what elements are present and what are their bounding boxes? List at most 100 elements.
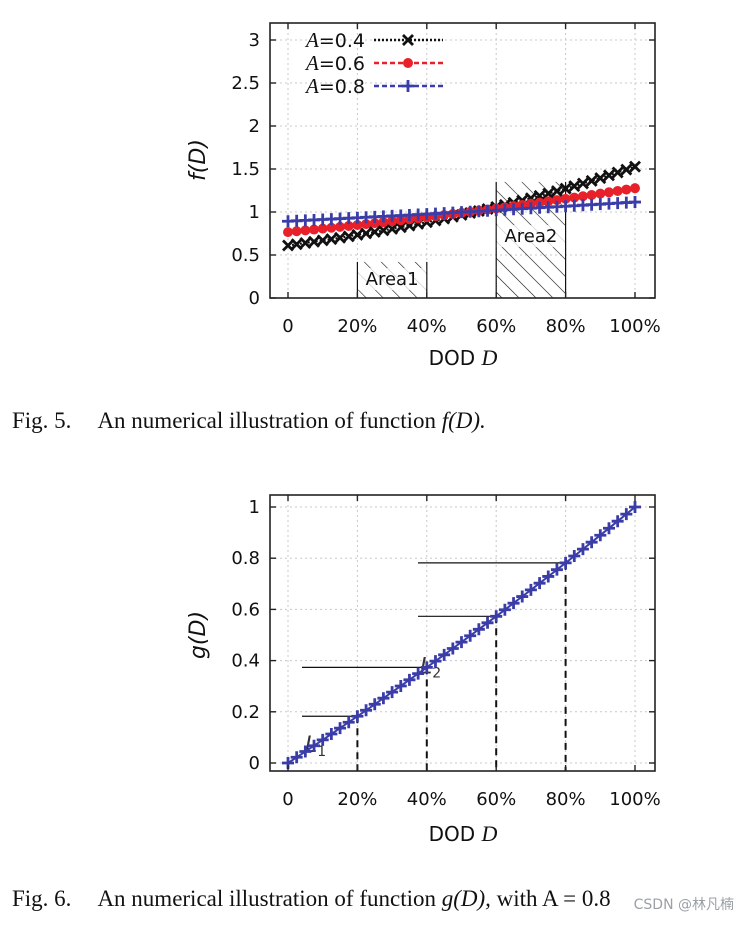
- legend-marker: [403, 58, 413, 68]
- data-point: [568, 180, 581, 193]
- data-point: [630, 183, 640, 194]
- data-point: [360, 704, 373, 717]
- data-point: [464, 629, 477, 642]
- fig6-y-tick-label: 1: [249, 497, 260, 518]
- data-point: [377, 224, 390, 237]
- plot-frame: [269, 494, 656, 772]
- plot-area: [270, 23, 655, 298]
- data-point: [377, 692, 390, 705]
- fig6-x-tick-label: 40%: [407, 789, 447, 810]
- data-point: [309, 224, 320, 235]
- legend-label: A=0.8: [304, 74, 365, 98]
- data-point: [560, 193, 571, 204]
- data-point: [283, 227, 293, 238]
- fig6-x-axis-label: DOD D: [429, 821, 498, 846]
- data-point: [542, 570, 555, 583]
- fig5-y-tick-label: 1: [249, 202, 260, 223]
- figure-6-caption-text: An numerical illustration of function: [97, 886, 436, 911]
- figure-5-caption: Fig. 5. An numerical illustration of func…: [12, 408, 486, 434]
- data-point: [368, 698, 381, 711]
- fig6-x-tick-label: 0: [282, 789, 293, 810]
- data-point: [335, 221, 346, 232]
- data-point: [542, 187, 555, 200]
- data-point: [559, 182, 572, 195]
- fig5-y-tick-label: 3: [249, 30, 260, 51]
- data-point: [595, 188, 606, 199]
- fig5-x-tick-label: 80%: [546, 316, 586, 337]
- fig5-y-axis-label: f(D): [186, 139, 211, 181]
- data-point: [325, 233, 338, 246]
- data-point: [308, 739, 321, 752]
- figure-6-caption-function: g(D),: [441, 886, 491, 911]
- data-point: [569, 192, 580, 203]
- fig6-y-tick-label: 0.4: [231, 651, 260, 672]
- fig5-y-tick-label: 0.5: [231, 245, 260, 266]
- data-point: [438, 648, 451, 661]
- data-point: [446, 642, 459, 655]
- data-point: [516, 590, 529, 603]
- fig5-x-axis-label: DOD D: [429, 345, 498, 370]
- data-point: [299, 745, 312, 758]
- data-point: [351, 228, 364, 241]
- legend-marker: [402, 80, 414, 92]
- fig5-x-tick-label: 60%: [476, 316, 516, 337]
- data-point: [342, 716, 355, 729]
- fig5-y-tick-label: 2: [249, 116, 260, 137]
- data-point: [420, 661, 433, 674]
- fig6-y-tick-label: 0.2: [231, 702, 260, 723]
- data-point: [551, 195, 562, 206]
- data-point: [481, 616, 494, 629]
- data-point: [585, 174, 598, 187]
- data-point: [577, 191, 588, 202]
- fig6-x-tick-label: 60%: [476, 789, 516, 810]
- data-point: [507, 597, 520, 610]
- data-point: [576, 177, 589, 190]
- data-point: [343, 220, 354, 231]
- data-point: [533, 577, 546, 590]
- data-point: [351, 710, 364, 723]
- fig5-x-tick-label: 40%: [407, 316, 447, 337]
- region-label-bg: [358, 268, 427, 291]
- data-point: [611, 166, 624, 179]
- data-point: [317, 223, 328, 234]
- data-point: [550, 185, 563, 198]
- data-point: [290, 751, 303, 764]
- data-point: [334, 231, 347, 244]
- data-point: [620, 508, 633, 521]
- data-point: [524, 583, 537, 596]
- data-point: [386, 222, 399, 235]
- region-label-2: Area2: [504, 226, 557, 247]
- fig6-x-tick-label: 100%: [609, 789, 660, 810]
- legend-marker: [402, 34, 414, 46]
- data-point: [568, 550, 581, 563]
- data-point: [550, 563, 563, 576]
- fig6-x-tick-label: 20%: [337, 789, 377, 810]
- fig5-y-tick-label: 2.5: [231, 73, 260, 94]
- fig6-x-tick-label: 80%: [546, 789, 586, 810]
- data-point: [586, 189, 597, 200]
- fig5-y-tick-label: 1.5: [231, 159, 260, 180]
- data-point: [412, 667, 425, 680]
- data-point: [291, 226, 302, 237]
- plot-frame: [269, 22, 656, 299]
- data-point: [352, 220, 363, 231]
- f-of-d-chart: Area1 Area2 0 20% 40% 60% 80% 100% 0 0.5 1 1.5 2 2.5 3…: [186, 22, 661, 370]
- figure-6-label: Fig. 6.: [12, 886, 72, 911]
- data-point: [342, 230, 355, 243]
- data-point: [603, 187, 614, 198]
- fig6-y-axis-label: g(D): [186, 611, 211, 659]
- data-point: [602, 522, 615, 535]
- legend-label: A=0.4: [304, 28, 365, 52]
- data-point: [326, 222, 337, 233]
- data-point: [386, 686, 399, 699]
- data-point: [455, 636, 468, 649]
- figure-6-caption-tail: with A = 0.8: [496, 886, 611, 911]
- figure-5: Area1 Area2 0 20% 40% 60% 80% 100% 0 0.5 1 1.5 2 2.5 3…: [0, 0, 750, 400]
- data-point: [394, 679, 407, 692]
- data-point: [602, 169, 615, 182]
- watermark: CSDN @林凡楠: [633, 897, 734, 913]
- data-point: [594, 172, 607, 185]
- fig6-y-tick-label: 0.6: [231, 599, 260, 620]
- fig5-x-tick-label: 0: [282, 316, 293, 337]
